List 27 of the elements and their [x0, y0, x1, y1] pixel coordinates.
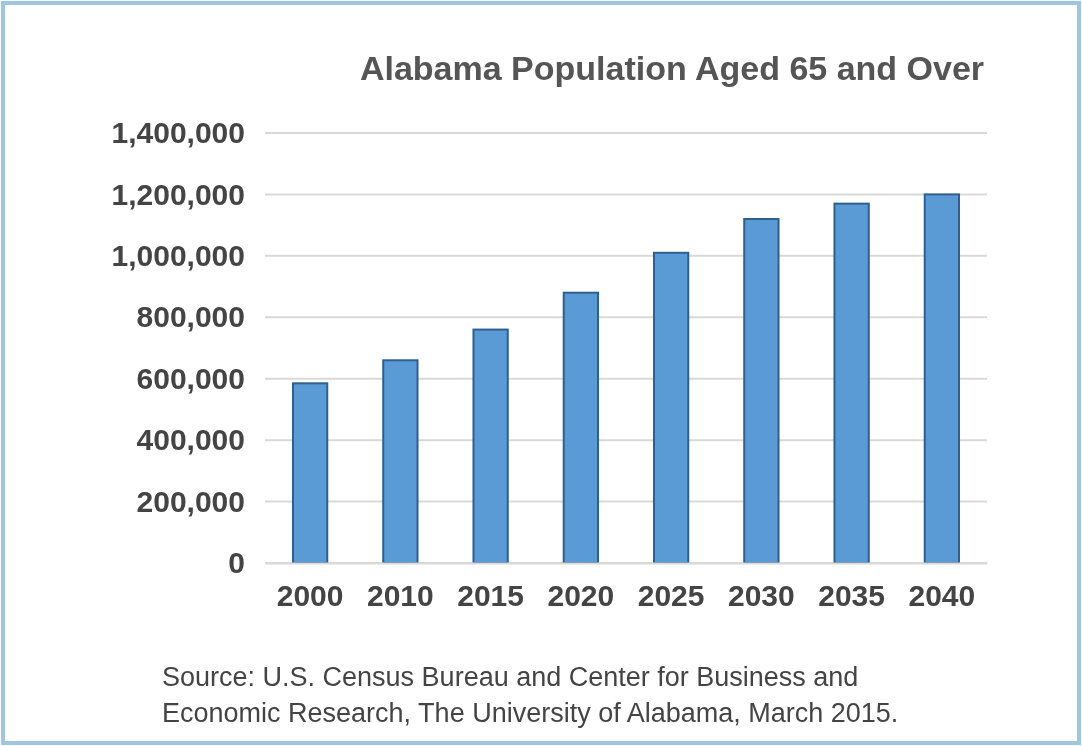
bar	[743, 218, 780, 564]
x-tick-label: 2030	[728, 579, 795, 613]
y-tick-label: 1,000,000	[111, 238, 245, 272]
x-tick-label: 2000	[276, 579, 344, 613]
y-tick-label: 600,000	[136, 361, 245, 395]
bar	[382, 359, 419, 564]
x-tick-label: 2040	[908, 579, 976, 613]
bar	[923, 193, 961, 564]
x-tick-label: 2015	[457, 579, 524, 613]
y-tick-label: 400,000	[136, 423, 245, 457]
y-tick-label: 1,200,000	[111, 177, 245, 211]
bar	[291, 382, 329, 564]
bar	[562, 291, 600, 564]
bar	[652, 251, 690, 564]
y-tick-label: 1,400,000	[111, 116, 245, 150]
x-tick-label: 2025	[637, 579, 705, 613]
bar	[833, 202, 870, 564]
x-tick-label: 2035	[818, 579, 885, 613]
y-tick-label: 800,000	[136, 300, 245, 334]
x-tick-label: 2020	[547, 579, 615, 613]
bar	[472, 328, 509, 564]
y-tick-label: 0	[228, 546, 245, 580]
source-note: Source: U.S. Census Bureau and Center for Business and	[162, 662, 859, 692]
text: Economic Research, The University of Alabama, March 2015.	[162, 698, 899, 728]
x-tick-label: 2010	[367, 579, 434, 613]
chart-title: Alabama Population Aged 65 and Over	[359, 49, 985, 87]
y-tick-label: 200,000	[136, 484, 245, 518]
